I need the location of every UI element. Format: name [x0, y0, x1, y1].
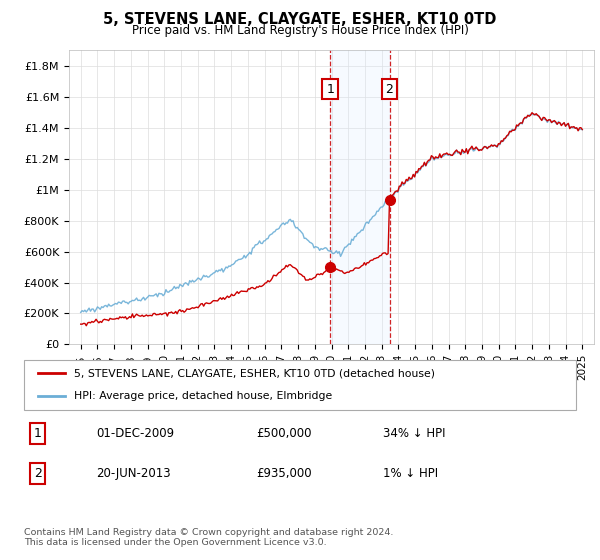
Text: 5, STEVENS LANE, CLAYGATE, ESHER, KT10 0TD: 5, STEVENS LANE, CLAYGATE, ESHER, KT10 0… — [103, 12, 497, 27]
Text: £935,000: £935,000 — [256, 467, 311, 480]
Text: £500,000: £500,000 — [256, 427, 311, 440]
Text: Price paid vs. HM Land Registry's House Price Index (HPI): Price paid vs. HM Land Registry's House … — [131, 24, 469, 37]
Text: 1: 1 — [326, 82, 334, 96]
Text: 2: 2 — [386, 82, 394, 96]
Text: 1% ↓ HPI: 1% ↓ HPI — [383, 467, 438, 480]
FancyBboxPatch shape — [24, 360, 576, 410]
Text: HPI: Average price, detached house, Elmbridge: HPI: Average price, detached house, Elmb… — [74, 391, 332, 402]
Text: 5, STEVENS LANE, CLAYGATE, ESHER, KT10 0TD (detached house): 5, STEVENS LANE, CLAYGATE, ESHER, KT10 0… — [74, 368, 434, 378]
Text: 20-JUN-2013: 20-JUN-2013 — [96, 467, 170, 480]
Text: 01-DEC-2009: 01-DEC-2009 — [96, 427, 174, 440]
Bar — [330, 50, 389, 344]
Text: 34% ↓ HPI: 34% ↓ HPI — [383, 427, 445, 440]
Text: 2: 2 — [34, 467, 42, 480]
Text: Contains HM Land Registry data © Crown copyright and database right 2024.
This d: Contains HM Land Registry data © Crown c… — [24, 528, 394, 547]
Text: 1: 1 — [34, 427, 42, 440]
